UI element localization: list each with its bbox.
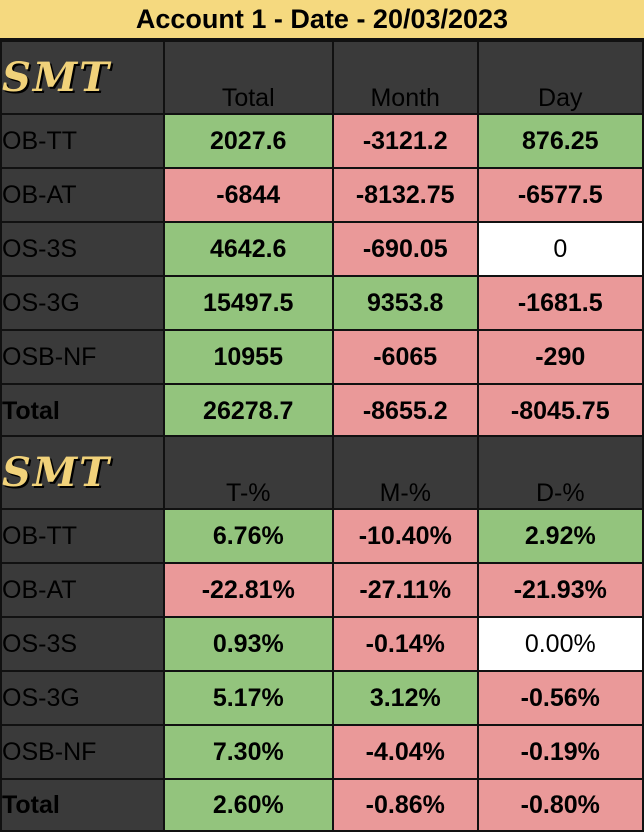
value-cell[interactable]: -27.11% [331, 562, 479, 618]
value-cell[interactable]: 15497.5 [162, 275, 334, 331]
value-cell[interactable]: 0.00% [476, 616, 644, 672]
table-row: OS-3S 4642.6 -690.05 0 [0, 221, 644, 277]
value-cell[interactable]: 0 [476, 221, 644, 277]
row-label[interactable]: OS-3G [0, 275, 165, 331]
value-cell[interactable]: 0.93% [162, 616, 334, 672]
row-label[interactable]: OB-AT [0, 562, 165, 618]
value-cell[interactable]: -6844 [162, 167, 334, 223]
row-label[interactable]: OB-TT [0, 113, 165, 169]
totals-table: SMT Total Month Day OB-TT 2027.6 -3121.2… [0, 40, 644, 440]
sheet-title: Account 1 - Date - 20/03/2023 [0, 0, 644, 40]
value-cell[interactable]: -0.19% [476, 724, 644, 780]
value-cell[interactable]: 5.17% [162, 670, 334, 726]
row-label[interactable]: OS-3G [0, 670, 165, 726]
value-cell[interactable]: 26278.7 [162, 383, 334, 440]
table-row: OS-3G 5.17% 3.12% -0.56% [0, 670, 644, 726]
value-cell[interactable]: -6577.5 [476, 167, 644, 223]
smt-logo-cell: SMT [0, 435, 165, 510]
header-month[interactable]: Month [331, 40, 479, 115]
value-cell[interactable]: -3121.2 [331, 113, 479, 169]
header-total-percent[interactable]: T-% [162, 435, 334, 510]
header-day-percent[interactable]: D-% [476, 435, 644, 510]
header-total[interactable]: Total [162, 40, 334, 115]
smt-logo: SMT [2, 449, 111, 496]
value-cell[interactable]: -8132.75 [331, 167, 479, 223]
header-day[interactable]: Day [476, 40, 644, 115]
value-cell[interactable]: -290 [476, 329, 644, 385]
table-row: OSB-NF 10955 -6065 -290 [0, 329, 644, 385]
value-cell[interactable]: -8045.75 [476, 383, 644, 440]
value-cell[interactable]: 7.30% [162, 724, 334, 780]
total-row: Total 2.60% -0.86% -0.80% [0, 778, 644, 832]
table-header-row: SMT Total Month Day [0, 40, 644, 115]
table-row: OS-3G 15497.5 9353.8 -1681.5 [0, 275, 644, 331]
value-cell[interactable]: -22.81% [162, 562, 334, 618]
row-label[interactable]: OSB-NF [0, 329, 165, 385]
value-cell[interactable]: -0.80% [476, 778, 644, 832]
value-cell[interactable]: -4.04% [331, 724, 479, 780]
row-label-total[interactable]: Total [0, 383, 165, 440]
value-cell[interactable]: 9353.8 [331, 275, 479, 331]
value-cell[interactable]: -690.05 [331, 221, 479, 277]
smt-logo-cell: SMT [0, 40, 165, 115]
table-row: OB-AT -22.81% -27.11% -21.93% [0, 562, 644, 618]
total-row: Total 26278.7 -8655.2 -8045.75 [0, 383, 644, 440]
value-cell[interactable]: 3.12% [331, 670, 479, 726]
row-label[interactable]: OSB-NF [0, 724, 165, 780]
table-row: OB-AT -6844 -8132.75 -6577.5 [0, 167, 644, 223]
value-cell[interactable]: 10955 [162, 329, 334, 385]
value-cell[interactable]: 2027.6 [162, 113, 334, 169]
value-cell[interactable]: 2.60% [162, 778, 334, 832]
value-cell[interactable]: -1681.5 [476, 275, 644, 331]
row-label[interactable]: OS-3S [0, 221, 165, 277]
row-label[interactable]: OS-3S [0, 616, 165, 672]
smt-logo: SMT [2, 54, 111, 101]
value-cell[interactable]: -0.14% [331, 616, 479, 672]
value-cell[interactable]: 6.76% [162, 508, 334, 564]
row-label[interactable]: OB-AT [0, 167, 165, 223]
table-header-row: SMT T-% M-% D-% [0, 435, 644, 510]
value-cell[interactable]: -6065 [331, 329, 479, 385]
table-row: OB-TT 2027.6 -3121.2 876.25 [0, 113, 644, 169]
value-cell[interactable]: -21.93% [476, 562, 644, 618]
row-label[interactable]: OB-TT [0, 508, 165, 564]
value-cell[interactable]: 2.92% [476, 508, 644, 564]
table-row: OSB-NF 7.30% -4.04% -0.19% [0, 724, 644, 780]
row-label-total[interactable]: Total [0, 778, 165, 832]
value-cell[interactable]: 876.25 [476, 113, 644, 169]
value-cell[interactable]: 4642.6 [162, 221, 334, 277]
value-cell[interactable]: -8655.2 [331, 383, 479, 440]
value-cell[interactable]: -0.86% [331, 778, 479, 832]
table-row: OS-3S 0.93% -0.14% 0.00% [0, 616, 644, 672]
percent-table: SMT T-% M-% D-% OB-TT 6.76% -10.40% 2.92… [0, 435, 644, 832]
header-month-percent[interactable]: M-% [331, 435, 479, 510]
value-cell[interactable]: -0.56% [476, 670, 644, 726]
table-row: OB-TT 6.76% -10.40% 2.92% [0, 508, 644, 564]
value-cell[interactable]: -10.40% [331, 508, 479, 564]
